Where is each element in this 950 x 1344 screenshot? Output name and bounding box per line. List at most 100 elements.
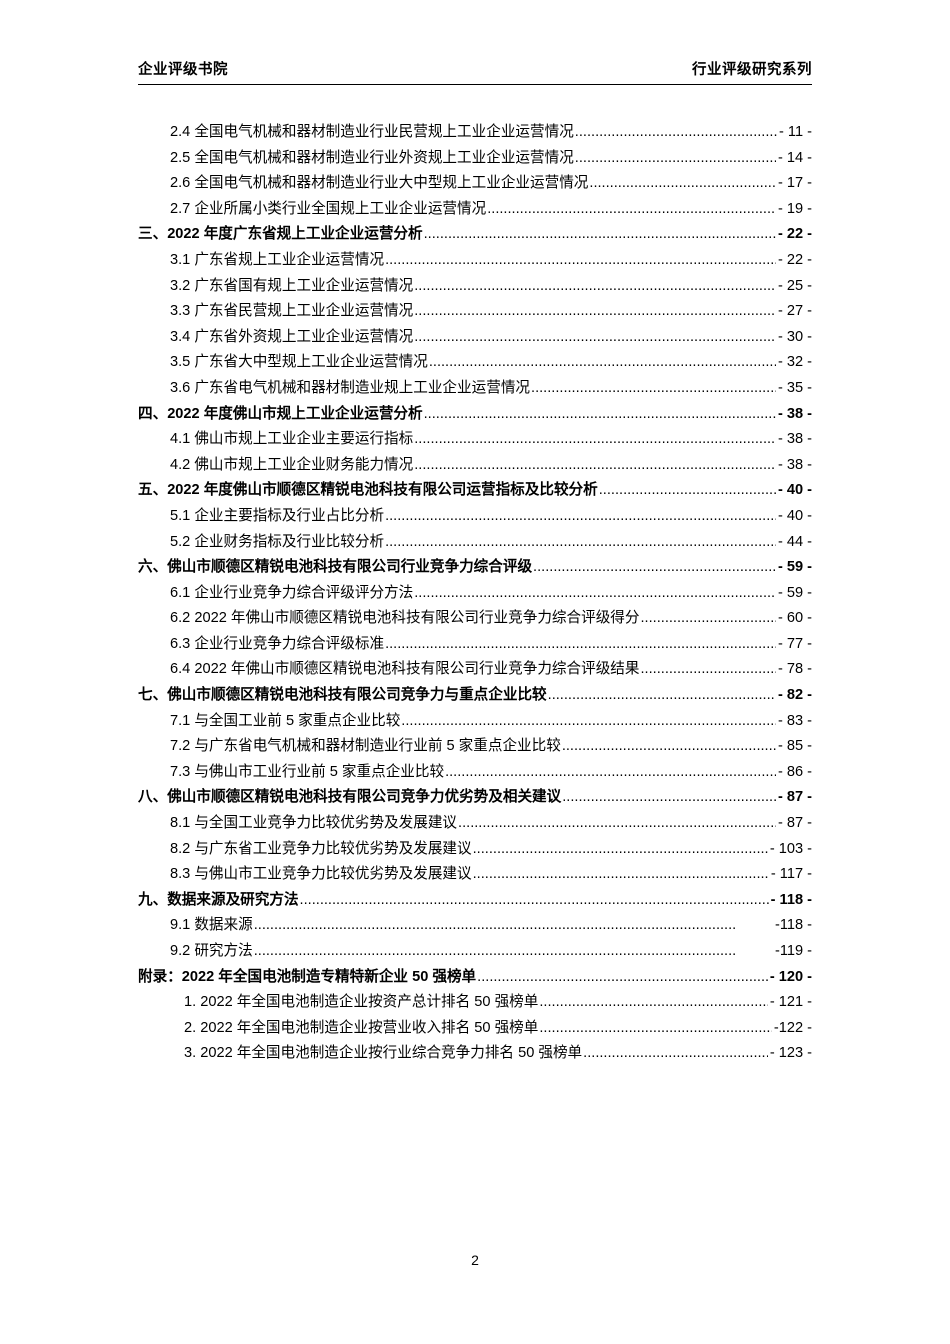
toc-entry[interactable]: 附录：2022 年全国电池制造专精特新企业 50 强榜单............… bbox=[138, 965, 812, 991]
toc-entry-page: - 60 - bbox=[777, 610, 812, 627]
toc-entry-page: - 25 - bbox=[777, 277, 812, 294]
toc-entry-page: - 17 - bbox=[777, 175, 812, 192]
toc-entry-leader: ........................................… bbox=[414, 584, 776, 601]
toc-entry[interactable]: 4.2 佛山市规上工业企业财务能力情况.....................… bbox=[138, 453, 812, 479]
toc-entry-page: - 40 - bbox=[777, 482, 812, 499]
toc-entry-label: 四、2022 年度佛山市规上工业企业运营分析 bbox=[138, 405, 423, 422]
toc-entry-leader: ........................................… bbox=[385, 635, 776, 652]
toc-entry[interactable]: 8.2 与广东省工业竞争力比较优劣势及发展建议.................… bbox=[138, 837, 812, 863]
toc-entry[interactable]: 6.3 企业行业竞争力综合评级标准.......................… bbox=[138, 632, 812, 658]
toc-entry-page: - 78 - bbox=[777, 661, 812, 678]
toc-entry[interactable]: 6.4 2022 年佛山市顺德区精锐电池科技有限公司行业竞争力综合评级结果...… bbox=[138, 657, 812, 683]
toc-entry-leader: ........................................… bbox=[414, 303, 776, 320]
toc-entry[interactable]: 3.4 广东省外资规上工业企业运营情况.....................… bbox=[138, 325, 812, 351]
toc-entry-leader: ........................................… bbox=[472, 840, 768, 857]
toc-entry-leader: ........................................… bbox=[401, 712, 776, 729]
toc-entry-page: - 38 - bbox=[777, 405, 812, 422]
toc-entry[interactable]: 六、佛山市顺德区精锐电池科技有限公司行业竞争力综合评级.............… bbox=[138, 555, 812, 581]
toc-entry[interactable]: 3.2 广东省国有规上工业企业运营情况.....................… bbox=[138, 274, 812, 300]
toc-entry[interactable]: 4.1 佛山市规上工业企业主要运行指标.....................… bbox=[138, 427, 812, 453]
toc-entry-label: 7.3 与佛山市工业行业前 5 家重点企业比较 bbox=[170, 763, 445, 780]
toc-entry-leader: ........................................… bbox=[487, 200, 776, 217]
toc-entry[interactable]: 三、2022 年度广东省规上工业企业运营分析..................… bbox=[138, 222, 812, 248]
toc-entry[interactable]: 九、数据来源及研究方法.............................… bbox=[138, 888, 812, 914]
toc-entry-label: 9.2 研究方法 bbox=[170, 943, 253, 959]
toc-entry-leader: ........................................… bbox=[385, 507, 776, 524]
toc-entry-leader: ........................................… bbox=[428, 354, 776, 371]
toc-entry-label: 1. 2022 年全国电池制造企业按资产总计排名 50 强榜单 bbox=[184, 994, 539, 1011]
toc-entry-leader: ........................................… bbox=[583, 1045, 768, 1062]
toc-entry-label: 9.1 数据来源 bbox=[170, 917, 253, 934]
toc-entry[interactable]: 2. 2022 年全国电池制造企业按营业收入排名 50 强榜单.........… bbox=[138, 1016, 812, 1042]
toc-entry-label: 2.4 全国电气机械和器材制造业行业民营规上工业企业运营情况 bbox=[170, 124, 574, 140]
toc-entry[interactable]: 2.7 企业所属小类行业全国规上工业企业运营情况................… bbox=[138, 197, 812, 223]
toc-entry-label: 6.4 2022 年佛山市顺德区精锐电池科技有限公司行业竞争力综合评级结果 bbox=[170, 661, 640, 678]
toc-entry-leader: ........................................… bbox=[458, 815, 776, 832]
toc-entry-label: 八、佛山市顺德区精锐电池科技有限公司竞争力优劣势及相关建议 bbox=[138, 789, 562, 806]
toc-entry-page: - 103 - bbox=[769, 840, 812, 857]
toc-entry-leader: ........................................… bbox=[640, 610, 776, 627]
toc-entry-label: 7.2 与广东省电气机械和器材制造业行业前 5 家重点企业比较 bbox=[170, 738, 561, 755]
toc-entry-page: - 35 - bbox=[777, 379, 812, 396]
toc-entry[interactable]: 3.6 广东省电气机械和器材制造业规上工业企业运营情况.............… bbox=[138, 376, 812, 402]
toc-entry-leader: ........................................… bbox=[598, 482, 776, 499]
toc-entry-page: - 87 - bbox=[777, 789, 812, 806]
toc-entry[interactable]: 8.3 与佛山市工业竞争力比较优劣势及发展建议.................… bbox=[138, 862, 812, 888]
toc-entry-leader: ........................................… bbox=[445, 763, 776, 780]
toc-entry-leader: ........................................… bbox=[385, 251, 776, 268]
page-number: 2 bbox=[471, 1252, 479, 1268]
toc-entry-page: -122 - bbox=[773, 1019, 812, 1036]
toc-entry-page: - 27 - bbox=[777, 303, 812, 320]
toc-entry[interactable]: 8.1 与全国工业竞争力比较优劣势及发展建议..................… bbox=[138, 811, 812, 837]
toc-entry-leader: ........................................… bbox=[539, 1019, 772, 1036]
toc-entry-label: 6.2 2022 年佛山市顺德区精锐电池科技有限公司行业竞争力综合评级得分 bbox=[170, 610, 640, 627]
toc-entry[interactable]: 1. 2022 年全国电池制造企业按资产总计排名 50 强榜单.........… bbox=[138, 990, 812, 1016]
toc-entry-label: 3.4 广东省外资规上工业企业运营情况 bbox=[170, 328, 414, 345]
header-left-text: 企业评级书院 bbox=[138, 62, 228, 78]
toc-entry-leader: ........................................… bbox=[414, 456, 776, 473]
toc-entry[interactable]: 3.5 广东省大中型规上工业企业运营情况....................… bbox=[138, 350, 812, 376]
toc-entry-page: - 82 - bbox=[777, 687, 812, 704]
toc-entry-page: - 40 - bbox=[777, 507, 812, 524]
toc-entry[interactable]: 9.1 数据来源................................… bbox=[138, 913, 812, 939]
toc-entry-label: 3.5 广东省大中型规上工业企业运营情况 bbox=[170, 354, 428, 371]
toc-entry[interactable]: 四、2022 年度佛山市规上工业企业运营分析..................… bbox=[138, 402, 812, 428]
toc-entry-label: 4.2 佛山市规上工业企业财务能力情况 bbox=[170, 456, 414, 473]
toc-entry[interactable]: 3.3 广东省民营规上工业企业运营情况.....................… bbox=[138, 299, 812, 325]
toc-entry[interactable]: 2.5 全国电气机械和器材制造业行业外资规上工业企业运营情况..........… bbox=[138, 146, 812, 172]
toc-entry[interactable]: 七、佛山市顺德区精锐电池科技有限公司竞争力与重点企业比较............… bbox=[138, 683, 812, 709]
toc-entry[interactable]: 5.1 企业主要指标及行业占比分析.......................… bbox=[138, 504, 812, 530]
toc-entry-label: 6.3 企业行业竞争力综合评级标准 bbox=[170, 635, 385, 652]
toc-entry[interactable]: 2.4 全国电气机械和器材制造业行业民营规上工业企业运营情况..........… bbox=[138, 120, 812, 146]
toc-entry-label: 2.7 企业所属小类行业全国规上工业企业运营情况 bbox=[170, 200, 487, 217]
toc-entry[interactable]: 6.1 企业行业竞争力综合评级评分方法.....................… bbox=[138, 581, 812, 607]
toc-entry-leader: ........................................… bbox=[414, 328, 776, 345]
toc-entry-page: - 83 - bbox=[777, 712, 812, 729]
toc-entry-label: 8.2 与广东省工业竞争力比较优劣势及发展建议 bbox=[170, 840, 472, 857]
toc-entry-leader: ........................................… bbox=[539, 994, 768, 1011]
toc-entry-page: - 44 - bbox=[777, 533, 812, 550]
toc-entry[interactable]: 7.2 与广东省电气机械和器材制造业行业前 5 家重点企业比较.........… bbox=[138, 734, 812, 760]
toc-entry[interactable]: 7.3 与佛山市工业行业前 5 家重点企业比较.................… bbox=[138, 760, 812, 786]
toc-entry-page: - 123 - bbox=[769, 1045, 812, 1062]
toc-entry-label: 5.1 企业主要指标及行业占比分析 bbox=[170, 507, 385, 524]
toc-entry-leader: ........................................… bbox=[423, 226, 776, 243]
toc-entry[interactable]: 八、佛山市顺德区精锐电池科技有限公司竞争力优劣势及相关建议...........… bbox=[138, 785, 812, 811]
toc-entry-label: 8.1 与全国工业竞争力比较优劣势及发展建议 bbox=[170, 815, 458, 832]
toc-entry[interactable]: 5.2 企业财务指标及行业比较分析.......................… bbox=[138, 530, 812, 556]
toc-entry-leader: ........................................… bbox=[414, 431, 776, 448]
toc-entry-leader: ........................................… bbox=[253, 917, 737, 934]
toc-entry-label: 三、2022 年度广东省规上工业企业运营分析 bbox=[138, 226, 423, 243]
toc-entry-label: 2. 2022 年全国电池制造企业按营业收入排名 50 强榜单 bbox=[184, 1019, 539, 1036]
toc-entry[interactable]: 6.2 2022 年佛山市顺德区精锐电池科技有限公司行业竞争力综合评级得分...… bbox=[138, 606, 812, 632]
toc-entry-leader: ........................................… bbox=[589, 175, 776, 192]
toc-entry[interactable]: 3. 2022 年全国电池制造企业按行业综合竞争力排名 50 强榜单......… bbox=[138, 1041, 812, 1067]
toc-entry[interactable]: 7.1 与全国工业前 5 家重点企业比较....................… bbox=[138, 709, 812, 735]
page-header: 企业评级书院 行业评级研究系列 bbox=[138, 58, 812, 85]
toc-entry[interactable]: 3.1 广东省规上工业企业运营情况.......................… bbox=[138, 248, 812, 274]
toc-entry[interactable]: 五、2022 年度佛山市顺德区精锐电池科技有限公司运营指标及比较分析......… bbox=[138, 478, 812, 504]
toc-entry-label: 7.1 与全国工业前 5 家重点企业比较 bbox=[170, 712, 401, 729]
toc-entry[interactable]: 2.6 全国电气机械和器材制造业行业大中型规上工业企业运营情况.........… bbox=[138, 171, 812, 197]
toc-entry-page: - 117 - bbox=[770, 866, 812, 883]
toc-entry[interactable]: 9.2 研究方法................................… bbox=[138, 939, 812, 965]
